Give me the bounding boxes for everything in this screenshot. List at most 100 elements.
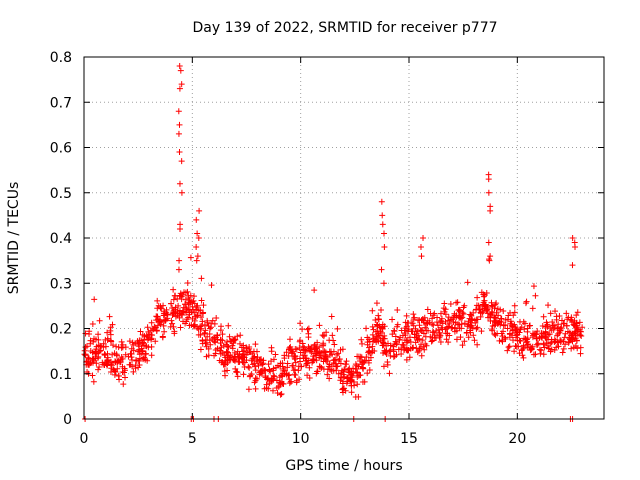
data-point (214, 332, 221, 339)
data-point (130, 347, 137, 354)
data-point (491, 314, 498, 321)
x-axis-ticks: 0 5 10 15 20 (80, 57, 526, 447)
data-point (273, 377, 280, 384)
data-point (540, 313, 547, 320)
data-point (343, 374, 350, 381)
data-point (187, 299, 194, 306)
data-point (438, 324, 445, 331)
data-point (177, 324, 184, 331)
data-point (330, 348, 337, 355)
data-point (130, 368, 137, 375)
data-point (206, 325, 213, 332)
data-point (342, 361, 349, 368)
data-point (170, 296, 177, 303)
data-point (431, 310, 438, 317)
data-point (107, 327, 114, 334)
data-point (92, 336, 99, 343)
data-point (416, 347, 423, 354)
data-point (543, 335, 550, 342)
data-point (406, 354, 413, 361)
data-point (379, 329, 386, 336)
data-point (414, 317, 421, 324)
data-point (384, 361, 391, 368)
data-point (506, 343, 513, 350)
data-point (313, 345, 320, 352)
data-point (523, 339, 530, 346)
data-point (218, 323, 225, 330)
data-point (239, 353, 246, 360)
data-point (572, 244, 579, 251)
data-point (512, 324, 519, 331)
data-point (236, 358, 243, 365)
data-point (485, 176, 492, 183)
data-point (91, 296, 98, 303)
data-point (103, 358, 110, 365)
data-point (142, 356, 149, 363)
data-point (253, 375, 260, 382)
data-point (403, 347, 410, 354)
data-point (471, 337, 478, 344)
data-point (421, 346, 428, 353)
data-point (378, 266, 385, 273)
data-point (489, 322, 496, 329)
data-point (418, 253, 425, 260)
data-point (219, 331, 226, 338)
data-point (301, 352, 308, 359)
data-point (440, 305, 447, 312)
data-point (578, 333, 585, 340)
data-point (148, 332, 155, 339)
data-point (286, 371, 293, 378)
data-point (557, 338, 564, 345)
data-point (326, 361, 333, 368)
data-point (176, 85, 183, 92)
data-point (545, 302, 552, 309)
data-point (355, 393, 362, 400)
data-point (198, 275, 205, 282)
data-point (479, 309, 486, 316)
data-point (489, 327, 496, 334)
data-point (485, 314, 492, 321)
data-point (519, 346, 526, 353)
grid-lines (84, 57, 604, 419)
data-point (407, 339, 414, 346)
data-point (447, 300, 454, 307)
data-point (212, 346, 219, 353)
data-point (106, 313, 113, 320)
data-point (175, 130, 182, 137)
data-point (486, 257, 493, 264)
data-point (504, 325, 511, 332)
data-point (554, 339, 561, 346)
data-point (227, 337, 234, 344)
data-point (493, 300, 500, 307)
data-point (363, 325, 370, 332)
data-point (547, 310, 554, 317)
data-point (434, 322, 441, 329)
data-point (279, 363, 286, 370)
data-point (244, 349, 251, 356)
data-point (453, 299, 460, 306)
data-point (329, 332, 336, 339)
data-point (523, 298, 530, 305)
data-point (176, 121, 183, 128)
data-point (522, 335, 529, 342)
data-point (324, 366, 331, 373)
data-point (186, 311, 193, 318)
data-point (176, 180, 183, 187)
data-point (234, 333, 241, 340)
data-point (391, 353, 398, 360)
data-point (496, 337, 503, 344)
data-point (226, 333, 233, 340)
data-point (276, 374, 283, 381)
data-point (416, 322, 423, 329)
data-point (170, 286, 177, 293)
data-point (305, 334, 312, 341)
data-point (475, 302, 482, 309)
data-point (474, 324, 481, 331)
data-point (467, 322, 474, 329)
data-point (97, 342, 104, 349)
data-point (89, 321, 96, 328)
data-point (326, 375, 333, 382)
data-point (406, 334, 413, 341)
data-point (373, 321, 380, 328)
data-point (330, 367, 337, 374)
